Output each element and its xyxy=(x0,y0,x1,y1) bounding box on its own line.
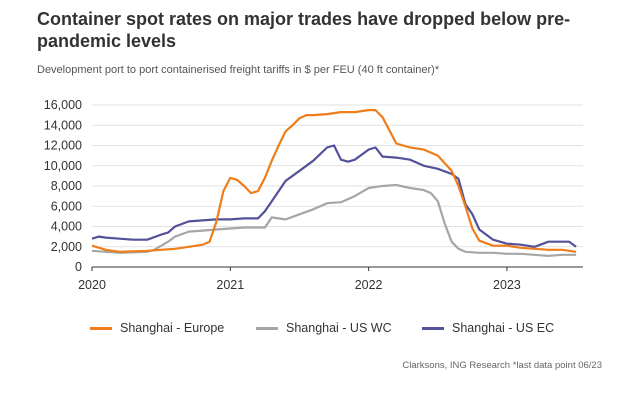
series-lines xyxy=(91,109,577,257)
x-tick-label: 2022 xyxy=(355,278,383,292)
y-tick-label: 12,000 xyxy=(44,139,82,153)
chart-title: Container spot rates on major trades hav… xyxy=(37,9,571,51)
legend-label-shanghai-europe: Shanghai - Europe xyxy=(120,321,225,335)
chart-grid xyxy=(92,104,583,268)
y-tick-label: 4,000 xyxy=(51,220,82,234)
y-axis: 0 2,000 4,000 6,000 8,000 10,000 12,000 14,000 1… xyxy=(44,98,82,274)
x-tick-label: 2020 xyxy=(78,278,106,292)
legend-swatch-shanghai-europe xyxy=(90,326,112,330)
chart-subtitle: Development port to port containerised f… xyxy=(37,64,440,76)
legend-label-shanghai-us-ec: Shanghai - US EC xyxy=(452,321,555,335)
legend-item-shanghai-europe: Shanghai - Europe xyxy=(90,321,224,335)
legend-item-shanghai-us-ec: Shanghai - US EC xyxy=(422,321,554,335)
y-tick-label: 0 xyxy=(75,260,82,274)
y-tick-label: 2,000 xyxy=(51,240,82,254)
legend-swatch-shanghai-us-wc xyxy=(256,326,278,330)
source-note: Clarksons, ING Research *last data point… xyxy=(402,360,602,371)
series-line-shanghai-europe xyxy=(91,109,577,253)
y-tick-label: 8,000 xyxy=(51,179,82,193)
x-tick-label: 2023 xyxy=(493,278,521,292)
chart-legend: Shanghai - Europe Shanghai - US WC Shang… xyxy=(90,321,610,339)
x-tick-label: 2021 xyxy=(216,278,244,292)
legend-label-shanghai-us-wc: Shanghai - US WC xyxy=(286,321,392,335)
y-tick-label: 14,000 xyxy=(44,118,82,132)
series-line-shanghai-us-wc xyxy=(91,183,577,257)
series-line-shanghai-us-ec xyxy=(91,144,577,248)
x-axis: 2020 2021 2022 2023 xyxy=(78,267,521,292)
y-tick-label: 10,000 xyxy=(44,159,82,173)
y-tick-label: 6,000 xyxy=(51,199,82,213)
legend-swatch-shanghai-us-ec xyxy=(422,326,444,330)
legend-item-shanghai-us-wc: Shanghai - US WC xyxy=(256,321,392,335)
y-tick-label: 16,000 xyxy=(44,98,82,112)
